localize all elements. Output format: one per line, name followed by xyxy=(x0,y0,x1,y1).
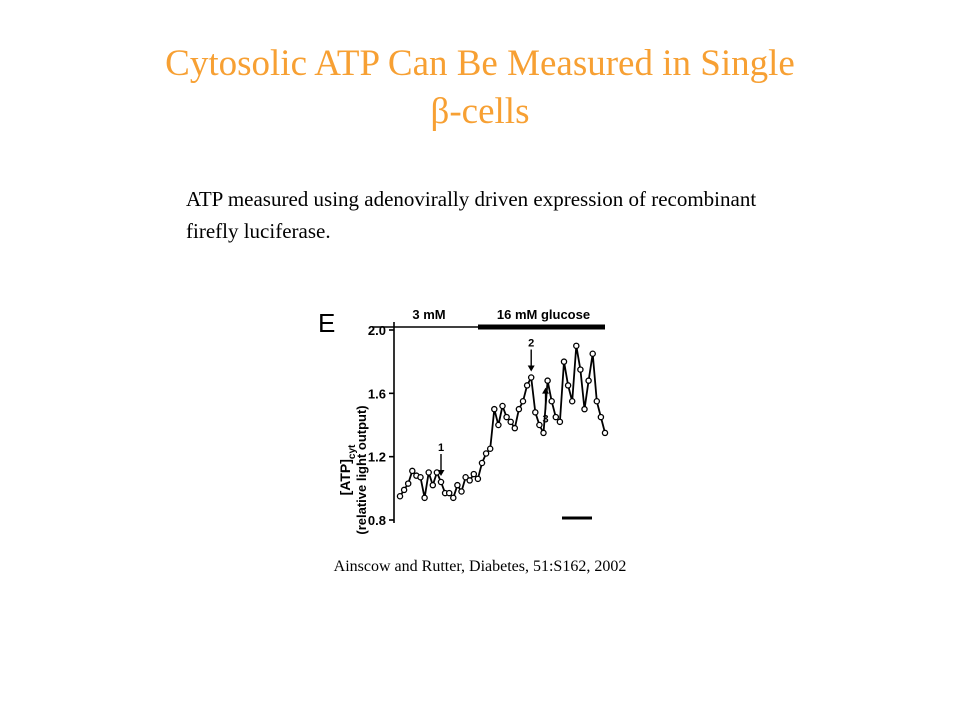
annotation-arrowhead xyxy=(527,365,535,372)
citation: Ainscow and Rutter, Diabetes, 51:S162, 2… xyxy=(333,558,627,575)
slide-title-line1: Cytosolic ATP Can Be Measured in Single xyxy=(165,43,795,84)
data-point xyxy=(437,478,445,486)
data-point xyxy=(544,377,551,384)
y-tick-label: 2.0 xyxy=(368,323,386,338)
data-point xyxy=(491,405,498,413)
data-point xyxy=(568,398,576,405)
y-axis-label-main: [ATP] xyxy=(337,459,353,495)
y-tick-label: 1.2 xyxy=(368,450,386,465)
data-point xyxy=(585,377,592,384)
slide-title-line2: β-cells xyxy=(430,91,530,132)
data-point xyxy=(597,413,605,421)
atp-chart: E [ATP]cyt (relative light output) 2.0 1.… xyxy=(318,307,609,535)
data-point xyxy=(482,450,490,457)
axes: 2.0 1.6 1.2 0.8 xyxy=(368,322,395,528)
data-point xyxy=(519,398,527,405)
data-point xyxy=(560,358,568,365)
data-point xyxy=(503,413,510,421)
data-point xyxy=(478,459,486,467)
data-point xyxy=(552,413,560,421)
data-point xyxy=(527,374,535,381)
data-trace xyxy=(396,342,609,502)
data-point xyxy=(404,480,412,487)
condition-label-glucose: 16 mM glucose xyxy=(497,307,590,322)
slide-body-text: ATP measured using adenovirally driven e… xyxy=(186,187,757,243)
data-point xyxy=(400,486,408,494)
data-point xyxy=(507,418,514,426)
data-point xyxy=(495,421,502,429)
data-point xyxy=(577,366,584,373)
condition-label-basal: 3 mM xyxy=(412,307,445,322)
y-axis-title: [ATP]cyt (relative light output) xyxy=(337,405,369,534)
data-point xyxy=(511,424,519,432)
data-point xyxy=(454,481,461,489)
data-point xyxy=(564,382,572,389)
annotation-arrowhead xyxy=(542,387,550,394)
data-point xyxy=(556,418,564,426)
data-point xyxy=(462,473,469,481)
data-point xyxy=(445,489,453,497)
data-point xyxy=(540,429,547,437)
slide-title: Cytosolic ATP Can Be Measured in Single … xyxy=(0,40,960,136)
data-point xyxy=(409,467,416,475)
annotations: 1 2 3 xyxy=(437,338,592,520)
data-point xyxy=(429,481,437,489)
data-point xyxy=(486,445,494,452)
panel-label: E xyxy=(318,308,335,338)
data-point xyxy=(425,469,432,476)
data-point xyxy=(499,402,506,410)
data-point xyxy=(466,477,473,484)
y-axis-label-units: (relative light output) xyxy=(354,405,369,534)
data-point xyxy=(589,350,596,358)
data-point xyxy=(458,488,465,495)
data-point xyxy=(421,494,428,502)
data-point xyxy=(593,398,601,405)
annotation-label: 3 xyxy=(542,414,548,426)
data-point xyxy=(474,475,482,483)
data-point xyxy=(470,470,478,478)
annotation-label: 1 xyxy=(438,442,444,454)
data-point xyxy=(536,421,543,429)
data-point xyxy=(573,342,580,350)
data-point xyxy=(548,398,555,405)
data-point xyxy=(523,382,531,389)
annotation-label: 2 xyxy=(528,338,534,350)
data-point xyxy=(581,405,588,413)
data-point xyxy=(532,409,539,416)
svg-text:[ATP]cyt: [ATP]cyt xyxy=(337,444,358,495)
y-tick-label: 0.8 xyxy=(368,513,386,528)
data-point xyxy=(515,405,523,413)
annotation-arrowhead xyxy=(437,470,445,476)
data-point xyxy=(417,473,424,481)
condition-bars: 3 mM 16 mM glucose xyxy=(372,307,605,330)
data-point xyxy=(396,492,404,500)
y-tick-label: 1.6 xyxy=(368,386,386,401)
data-point xyxy=(601,429,609,437)
y-axis-label-sub: cyt xyxy=(347,444,358,459)
data-point xyxy=(450,494,457,502)
